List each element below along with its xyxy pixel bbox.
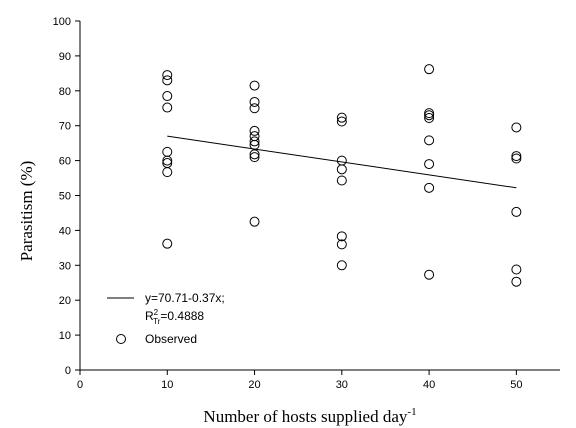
y-tick-label: 50 <box>59 191 71 203</box>
x-axis-ticks: 0 10 20 30 40 50 <box>77 370 522 391</box>
y-tick-label: 40 <box>59 225 71 237</box>
observed-point <box>249 136 260 147</box>
x-tick-label: 50 <box>510 379 522 391</box>
observed-points <box>162 64 522 287</box>
observed-point <box>249 216 260 227</box>
observed-point <box>511 264 522 275</box>
observed-point <box>162 75 173 86</box>
plot-area: 0 10 20 30 40 50 0 10 20 30 40 50 60 70 80 90 100 <box>53 16 560 391</box>
observed-point <box>249 125 260 136</box>
observed-point <box>511 151 522 162</box>
legend-r2-label: R2 Tr=0.4888 <box>145 308 204 326</box>
x-tick-label: 0 <box>77 379 83 391</box>
observed-point <box>511 276 522 287</box>
observed-point <box>336 112 347 123</box>
legend: y=70.71-0.37x; R2 Tr=0.4888 Observed <box>107 291 225 346</box>
y-tick-label: 100 <box>53 16 71 28</box>
y-tick-label: 80 <box>59 86 71 98</box>
y-tick-label: 60 <box>59 156 71 168</box>
observed-point <box>249 152 260 163</box>
y-tick-label: 30 <box>59 260 71 272</box>
observed-point <box>162 70 173 81</box>
observed-point <box>249 149 260 160</box>
observed-point <box>336 175 347 186</box>
observed-point <box>336 116 347 127</box>
observed-point <box>511 122 522 133</box>
observed-point <box>424 113 435 124</box>
observed-point <box>424 64 435 75</box>
observed-point <box>424 110 435 121</box>
legend-circle-swatch <box>116 334 126 344</box>
observed-point <box>424 269 435 280</box>
y-tick-label: 20 <box>59 295 71 307</box>
observed-point <box>162 155 173 166</box>
observed-point <box>511 153 522 164</box>
observed-point <box>336 155 347 166</box>
observed-point <box>424 135 435 146</box>
observed-point <box>162 91 173 102</box>
observed-point <box>162 146 173 157</box>
x-tick-label: 30 <box>336 379 348 391</box>
observed-point <box>336 260 347 271</box>
legend-observed-label: Observed <box>145 332 197 346</box>
observed-point <box>336 231 347 242</box>
y-axis-ticks: 0 10 20 30 40 50 60 70 80 90 100 <box>53 16 80 377</box>
observed-point <box>424 159 435 170</box>
legend-fit-label: y=70.71-0.37x; <box>145 291 225 305</box>
observed-point <box>162 238 173 249</box>
regression-line <box>167 135 517 189</box>
y-tick-label: 0 <box>65 365 71 377</box>
x-axis-title: Number of hosts supplied day-1 <box>203 406 416 426</box>
observed-point <box>249 103 260 114</box>
x-tick-label: 20 <box>248 379 260 391</box>
observed-point <box>424 182 435 193</box>
observed-point <box>162 102 173 113</box>
observed-point <box>336 239 347 250</box>
x-tick-label: 40 <box>423 379 435 391</box>
y-tick-label: 70 <box>59 121 71 133</box>
observed-point <box>162 167 173 178</box>
y-tick-label: 90 <box>59 51 71 63</box>
observed-point <box>162 158 173 169</box>
y-tick-label: 10 <box>59 330 71 342</box>
y-axis-title: Parasitism (%) <box>17 161 36 262</box>
observed-point <box>249 96 260 107</box>
observed-point <box>249 80 260 91</box>
observed-point <box>336 164 347 175</box>
observed-point <box>511 206 522 217</box>
observed-point <box>249 131 260 142</box>
x-tick-label: 10 <box>161 379 173 391</box>
